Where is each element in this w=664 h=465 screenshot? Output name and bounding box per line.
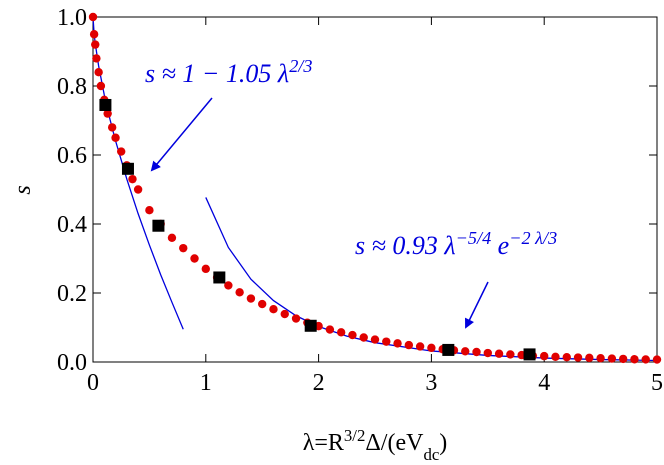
data-dot [393,339,402,348]
data-dot [88,12,98,22]
data-dot [404,340,414,350]
label-part: ) [439,430,447,456]
data-square [304,319,317,332]
data-dot [596,354,605,363]
arrow [150,97,213,172]
y-axis-label: s [10,185,36,194]
data-dot [291,314,301,323]
data-dot [415,342,425,351]
data-dot [128,174,137,184]
data-dot [359,333,368,342]
data-dot [562,352,571,362]
data-square [442,343,455,356]
label-part: Δ/(eV [365,430,424,456]
data-dot [201,264,210,274]
data-dot [133,185,143,194]
x-tick-label: 5 [651,370,663,396]
annotation: s ≈ 1 − 1.05 λ2/3 [145,56,312,88]
data-dot [145,206,154,215]
data-dot [652,355,662,364]
data-dot [107,123,117,132]
data-dot [427,343,436,353]
annotation: s ≈ 0.93 λ−5/4 e−2 λ/3 [355,228,557,260]
data-dot [91,40,100,49]
data-dot [92,54,101,63]
data-dot [280,309,289,319]
data-dot [96,81,106,91]
data-dot [258,299,267,309]
data-dot [461,347,470,356]
label-part: s ≈ 1 − 1.05 λ [145,59,289,88]
data-dot [235,288,244,297]
data-dot [506,350,515,359]
x-axis-label: λ=R3/2Δ/(eVdc) [303,426,448,464]
x-tick-label: 3 [425,370,437,396]
data-dot [630,355,639,364]
data-dot [224,281,233,290]
x-tick-label: 4 [538,370,550,396]
data-dot [483,348,492,358]
data-dot [336,328,346,337]
y-tick-label: 0.2 [57,281,87,307]
data-dot [618,354,628,364]
y-tick-label: 0.0 [57,350,87,376]
data-dot [167,233,177,242]
data-dot [348,330,357,340]
approx-curve [205,197,658,362]
label-part: dc [423,445,439,464]
y-tick-label: 0.4 [57,212,87,238]
data-dot [573,353,583,362]
data-dot [246,294,256,303]
label-part: s ≈ 0.93 λ [355,231,456,260]
y-tick-label: 0.6 [57,143,87,169]
data-dot [585,353,594,363]
label-part: λ=R [303,430,344,456]
label-part: e [491,231,509,260]
data-dot [190,254,199,263]
data-dot [111,133,120,142]
arrow [465,281,489,329]
data-square [523,348,536,361]
data-dot [370,335,380,344]
x-tick-label: 1 [200,370,212,396]
x-tick-label: 0 [87,370,99,396]
data-dot [89,30,99,39]
data-dot [179,243,188,253]
label-part: 2/3 [289,56,312,76]
data-dot [269,305,278,314]
data-dot [103,109,112,118]
data-square [213,271,226,284]
data-dot [472,347,481,357]
label-part: −5/4 [456,228,492,248]
data-dot [540,351,549,361]
data-dot [607,354,617,363]
data-dot [117,147,126,156]
label-part: 3/2 [344,426,365,445]
data-dot [551,352,560,362]
data-dot [94,68,103,77]
data-square [121,162,134,175]
data-dot [641,355,650,364]
data-dot [382,337,391,346]
y-tick-label: 1.0 [57,5,87,31]
data-dot [325,325,335,334]
data-dot [494,349,504,358]
label-part: −2 λ/3 [509,228,557,248]
plot-frame [92,16,658,363]
y-tick-label: 0.8 [57,74,87,100]
data-square [99,98,112,111]
x-tick-label: 2 [313,370,325,396]
data-square [152,219,165,232]
